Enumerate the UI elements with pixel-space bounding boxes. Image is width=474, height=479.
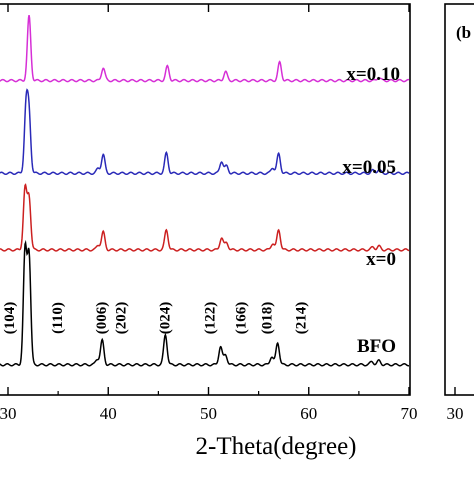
x-tick-label-b: 30 [447,404,464,423]
peak-label: (104) [2,302,18,335]
series-labels-group: x=0.10 x=0.05 x=0 BFO [342,64,400,357]
peak-label: (018) [260,302,276,335]
peak-labels-group: (104) (110) (006) (202) (024) (122) (166) (018)… [2,302,310,335]
plot-frame-b [444,3,474,396]
x-ticks-group: 30 40 50 60 70 [0,4,418,423]
x-tick-label: 60 [300,404,317,423]
series-group [0,14,410,367]
series-line-bfo [0,239,410,367]
peak-label: (202) [113,302,129,335]
peak-label: (024) [157,302,173,335]
plot-frame-a [0,3,411,396]
x-tick-label: 70 [401,404,418,423]
panel-b-label: (b [456,23,471,42]
peak-label: (006) [94,302,110,335]
series-label: x=0 [366,249,396,270]
peak-label: (166) [234,302,250,335]
xrd-plot-panel-a: 30 40 50 60 70 x=0.10 x=0.05 x=0 BFO (104) (110)… [0,3,418,460]
series-label: BFO [357,336,396,357]
series-line-x-0 [0,183,410,252]
series-label: x=0.05 [342,157,396,178]
x-tick-label: 30 [0,404,17,423]
x-ticks-group-b: 30 [447,387,464,423]
x-axis-title: 2-Theta(degree) [196,433,357,460]
series-line-x-0-05 [0,88,410,176]
series-label: x=0.10 [346,64,400,85]
peak-label: (110) [50,302,66,334]
x-tick-label: 50 [200,404,217,423]
series-line-x-0-10 [0,14,410,83]
peak-label: (214) [294,302,310,335]
xrd-plot-panel-b: (b 30 [444,3,474,423]
x-tick-label: 40 [100,404,117,423]
peak-label: (122) [203,302,219,335]
